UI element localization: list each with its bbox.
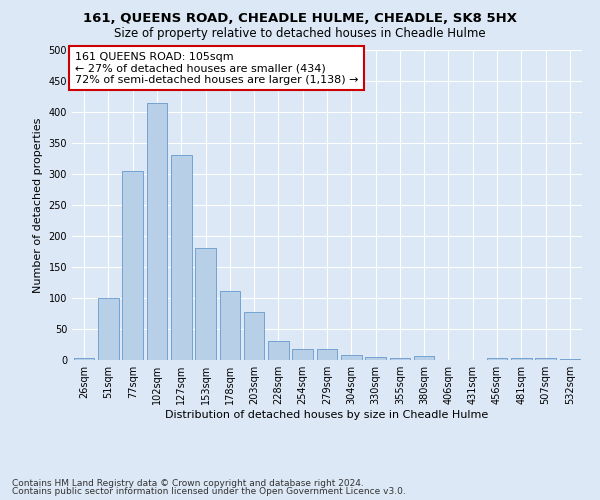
Bar [414,356,434,360]
Text: Contains HM Land Registry data © Crown copyright and database right 2024.: Contains HM Land Registry data © Crown c… [12,478,364,488]
Text: 161, QUEENS ROAD, CHEADLE HULME, CHEADLE, SK8 5HX: 161, QUEENS ROAD, CHEADLE HULME, CHEADLE… [83,12,517,26]
Y-axis label: Number of detached properties: Number of detached properties [33,118,43,292]
Bar [341,355,362,360]
Bar [220,290,240,360]
Text: Contains public sector information licensed under the Open Government Licence v3: Contains public sector information licen… [12,487,406,496]
Bar [171,156,191,360]
Bar [146,102,167,360]
Bar [195,248,216,360]
Bar [389,358,410,360]
Text: Size of property relative to detached houses in Cheadle Hulme: Size of property relative to detached ho… [114,28,486,40]
Bar [268,342,289,360]
Bar [122,171,143,360]
Bar [487,358,508,360]
Text: 161 QUEENS ROAD: 105sqm
← 27% of detached houses are smaller (434)
72% of semi-d: 161 QUEENS ROAD: 105sqm ← 27% of detache… [74,52,358,84]
Bar [244,312,265,360]
Bar [98,298,119,360]
Bar [292,349,313,360]
Bar [74,358,94,360]
Bar [365,357,386,360]
Bar [511,358,532,360]
X-axis label: Distribution of detached houses by size in Cheadle Hulme: Distribution of detached houses by size … [166,410,488,420]
Bar [535,358,556,360]
Bar [560,359,580,360]
Bar [317,349,337,360]
